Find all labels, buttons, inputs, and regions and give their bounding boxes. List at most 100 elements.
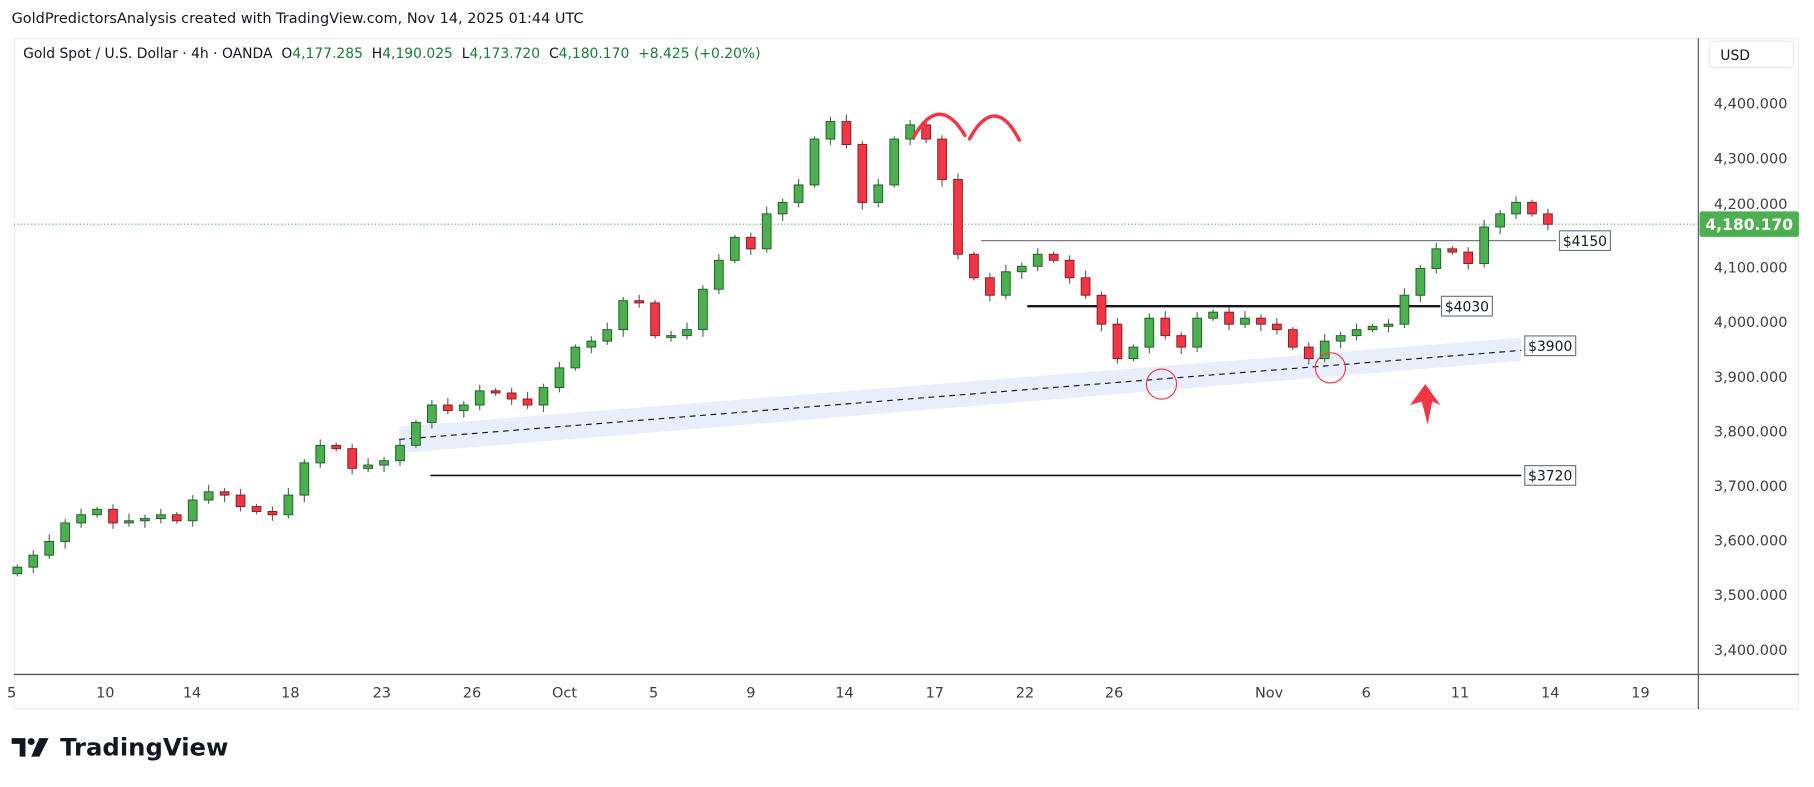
candle-body-down (171, 514, 182, 522)
candle (1399, 288, 1410, 329)
level-label-box (1558, 230, 1611, 252)
candle (666, 330, 676, 342)
candle (1479, 219, 1489, 268)
candle (650, 300, 660, 339)
tradingview-logo[interactable]: TradingView (11, 733, 229, 761)
candle (809, 136, 820, 188)
candle-body-down (219, 491, 230, 496)
candle (12, 564, 23, 577)
candle (937, 135, 947, 187)
y-tick-label: 3,400.000 (1714, 643, 1788, 659)
candle-body-down (442, 404, 453, 411)
close-label: C (548, 45, 559, 62)
candle-body-up (124, 520, 134, 524)
candle-body-up (905, 124, 916, 140)
x-tick-label: 9 (746, 686, 755, 702)
level-label-box (1524, 335, 1577, 357)
high-value: 4,190.025 (382, 45, 453, 62)
up-arrow-icon (1410, 384, 1441, 425)
candle (283, 487, 294, 519)
candle-body-up (1240, 317, 1250, 325)
candle (745, 232, 756, 255)
candle-body-up (825, 121, 836, 140)
candle (1192, 312, 1203, 353)
candle (554, 361, 565, 393)
candle-body-down (1176, 335, 1187, 348)
candle-body-down (1303, 346, 1314, 360)
x-tick-label: 14 (835, 686, 853, 702)
x-tick-label: 18 (281, 686, 299, 702)
candle-body-up (1431, 248, 1442, 269)
candle-body-up (602, 329, 613, 342)
candle-body-up (554, 367, 565, 388)
candle-body-down (921, 124, 931, 140)
candle (1176, 331, 1187, 355)
candle (1319, 334, 1330, 363)
candle-body-down (1160, 317, 1171, 337)
candle (251, 503, 262, 515)
candle (1000, 264, 1011, 300)
candle-body-down (1048, 253, 1059, 261)
candle-body-down (490, 390, 501, 394)
candle (395, 439, 405, 466)
candle-body-up (1144, 317, 1155, 348)
candle-body-down (745, 236, 756, 250)
candle-body-up (682, 329, 692, 337)
candle (761, 206, 772, 253)
x-tick-label: 23 (373, 686, 391, 702)
symbol-legend: Gold Spot / U.S. Dollar · 4h · OANDA O 4,… (23, 45, 760, 61)
y-tick-label: 3,600.000 (1714, 534, 1788, 550)
y-tick-label: 4,300.000 (1714, 151, 1788, 167)
candle-body-up (76, 514, 86, 524)
candle (76, 508, 86, 528)
candle-body-up (411, 422, 421, 446)
candle (1527, 199, 1537, 217)
candle (1367, 323, 1378, 333)
candle-body-down (251, 506, 262, 512)
candle-body-up (1319, 340, 1330, 360)
x-tick-label: 14 (183, 686, 201, 702)
candle-body-down (235, 494, 246, 508)
candle-body-up (809, 138, 820, 186)
support-touch-circle-icon (1145, 368, 1178, 400)
candle (1080, 270, 1091, 300)
x-tick-label: 19 (1631, 686, 1649, 702)
candle-body-down (1527, 201, 1537, 215)
candle (1208, 309, 1218, 321)
candle-body-down (1272, 323, 1282, 331)
candle (857, 140, 868, 210)
candle-body-up (698, 288, 708, 331)
currency-button[interactable]: USD (1708, 40, 1795, 69)
candle-body-up (1128, 346, 1139, 360)
x-tick-label: 6 (1362, 686, 1371, 702)
candle (522, 391, 533, 409)
candle (953, 173, 963, 260)
x-tick-label: 5 (649, 686, 658, 702)
candle-body-up (761, 213, 772, 250)
candle-body-down (1112, 323, 1123, 360)
candle-body-up (315, 444, 326, 464)
candle-body-up (873, 184, 884, 203)
x-tick-label: 10 (96, 686, 114, 702)
candle (793, 178, 804, 208)
open-label: O (281, 45, 293, 62)
candle (1144, 313, 1155, 354)
candle-body-up (140, 518, 150, 522)
symbol-name[interactable]: Gold Spot / U.S. Dollar · 4h · OANDA (23, 45, 273, 62)
attribution-text: GoldPredictorsAnalysis created with Trad… (11, 9, 584, 27)
x-tick-label: 14 (1541, 686, 1559, 702)
candle-body-up (570, 346, 581, 369)
candle (1447, 246, 1458, 255)
candle-body-down (1096, 294, 1107, 325)
candle (969, 251, 979, 281)
x-tick-label: 11 (1451, 686, 1469, 702)
candle-body-down (1543, 213, 1553, 225)
candle-body-down (1064, 259, 1075, 279)
level-label: $3720 (1528, 469, 1572, 485)
candle (411, 419, 421, 449)
candle-body-down (953, 179, 963, 255)
candle-body-up (889, 138, 900, 186)
x-tick-label: 5 (7, 686, 16, 702)
candle-body-up (155, 514, 166, 520)
